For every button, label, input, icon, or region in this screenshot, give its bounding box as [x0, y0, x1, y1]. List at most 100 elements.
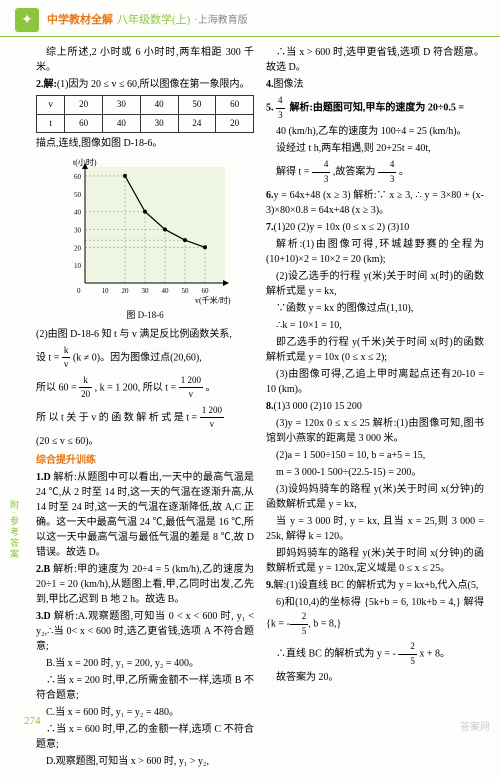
item-label: 5.	[266, 102, 274, 113]
text-line: (20 ≤ v ≤ 60)。	[36, 434, 254, 449]
text-line: 设 t = kv (k ≠ 0)。因为图像过点(20,60),	[36, 344, 254, 372]
item-label: 1.D	[36, 472, 51, 483]
text-line: ∴当 x = 600 时,甲,乙的金额一样,选项 C 不符合题意;	[36, 722, 254, 752]
svg-text:20: 20	[74, 244, 82, 252]
svg-text:60: 60	[202, 287, 210, 295]
text-line: 所 以 t 关 于 v 的 函 数 解 析 式 是 t = 1 200v	[36, 404, 254, 432]
text-line: 解析:(1)由图像可得,环城越野赛的全程为(10+10)×2 = 10×2 = …	[266, 237, 484, 267]
numerator: 4	[312, 158, 331, 173]
chart-svg: 102030405060102030405060t(小时)v(千米/时)0	[55, 155, 235, 305]
item-label: 7.	[266, 222, 274, 233]
text: 。	[399, 166, 409, 177]
right-column: ∴当 x > 600 时,选甲更省钱,选项 D 符合题意。故选 D。 4.图像法…	[260, 43, 490, 771]
table-cell: t	[37, 114, 65, 133]
chart-caption: 图 D-18-6	[36, 309, 254, 323]
chart-figure: 102030405060102030405060t(小时)v(千米/时)0	[55, 155, 235, 305]
numerator: 4	[276, 94, 285, 109]
sol: k = -	[271, 618, 290, 629]
text-line: 8.(1)3 000 (2)10 15 200	[266, 399, 484, 414]
text-line: 9.解:(1)设直线 BC 的解析式为 y = kx+b,代入点(5,	[266, 578, 484, 593]
denominator: 3	[312, 173, 331, 187]
text-line: m = 3 000-1 500÷(22.5-15) = 200。	[266, 465, 484, 480]
left-column: 综上所述,2 小时或 6 小时时,两车相距 300 千米。 2.解:(1)因为 …	[30, 43, 260, 771]
numerator: k	[79, 374, 92, 389]
item-label: 3.D	[36, 611, 51, 622]
text-line: 40 (km/h),乙车的速度为 100÷4 = 25 (km/h)。	[266, 124, 484, 139]
fraction: kv	[62, 344, 71, 372]
text-line: 1.D 解析:从题图中可以看出,一天中的最高气温是 24 ℃,从 2 时至 14…	[36, 470, 254, 560]
text-line: 2.B 解析:甲的速度为 20÷4 = 5 (km/h),乙的速度为 20÷1 …	[36, 562, 254, 607]
text-line: (2)设乙选手的行程 y(米)关于时间 x(时)的函数解析式是 y = kx,	[266, 269, 484, 299]
fraction: 25	[398, 640, 417, 668]
denominator: v	[200, 418, 224, 432]
text-line: (3)设妈妈骑车的路程 y(米)关于时间 x(分钟)的函数解析式是 y = kx…	[266, 482, 484, 512]
numerator: k	[62, 344, 71, 359]
content-area: 综上所述,2 小时或 6 小时时,两车相距 300 千米。 2.解:(1)因为 …	[0, 37, 500, 777]
text: 所 以 t 关 于 v 的 函 数 解 析 式 是 t =	[36, 412, 200, 423]
text: x + 8。	[419, 648, 450, 659]
svg-text:60: 60	[74, 173, 82, 181]
text: 解得 t =	[276, 166, 312, 177]
text-line: 3.D 解析:A.观察题图,可知当 0 < x < 600 时, y₁ < y₂…	[36, 609, 254, 654]
table-row: v 20 30 40 50 60	[37, 96, 254, 115]
text-line: C.当 x = 600 时, y₁ = y₂ = 480。	[36, 705, 254, 720]
header-title: 中学教材全解	[47, 12, 113, 29]
fraction: 43	[312, 158, 331, 186]
text-line: 解得 t = 43 ,故答案为 43 。	[266, 158, 484, 186]
table-cell: 20	[216, 114, 254, 133]
item-label: 2.解:	[36, 79, 57, 90]
text-line: (3)y = 120x 0 ≤ x ≤ 25 解析:(1)由图像可知,图书馆到小…	[266, 416, 484, 446]
text: 解析:从题图中可以看出,一天中的最高气温是 24 ℃,从 2 时至 14 时,这…	[36, 472, 254, 558]
fraction: 1 200v	[200, 404, 224, 432]
section-title: 综合提升训练	[36, 453, 254, 468]
logo-icon: ✦	[15, 8, 39, 32]
sol: ,	[308, 618, 311, 629]
table-cell: 20	[65, 96, 103, 115]
text-line: 综上所述,2 小时或 6 小时时,两车相距 300 千米。	[36, 45, 254, 75]
fraction: 43	[276, 94, 285, 122]
text-line: 设经过 t h,两车相遇,则 20+25t = 40t,	[266, 141, 484, 156]
item-label: 6.	[266, 190, 274, 201]
item-label: 4.	[266, 79, 274, 90]
text: 设 t =	[36, 352, 62, 363]
sol: b = 8,	[313, 618, 336, 629]
svg-text:30: 30	[142, 287, 150, 295]
svg-text:40: 40	[74, 209, 82, 217]
denominator: v	[62, 358, 71, 372]
text-line: ∴当 x > 600 时,选甲更省钱,选项 D 符合题意。故选 D。	[266, 45, 484, 75]
text-line: 即妈妈骑车的路程 y(米)关于时间 x(分钟)的函数解析式是 y = 120x,…	[266, 546, 484, 576]
table-cell: 50	[178, 96, 216, 115]
table-cell: 40	[140, 96, 178, 115]
denominator: v	[179, 388, 203, 402]
fraction: k20	[79, 374, 92, 402]
item-label: 8.	[266, 401, 274, 412]
svg-text:t(小时): t(小时)	[73, 157, 97, 167]
text: 解析:甲的速度为 20÷4 = 5 (km/h),乙的速度为 20÷1 = 20…	[36, 564, 254, 605]
text-line: ∵函数 y = kx 的图像过点(1,10),	[266, 301, 484, 316]
fraction: 43	[378, 158, 397, 186]
fraction: 1 200v	[179, 374, 203, 402]
numerator: 1 200	[179, 374, 203, 389]
text-line: 当 y = 3 000 时, y = kx, 且当 x = 25,则 3 000…	[266, 514, 484, 544]
svg-text:50: 50	[74, 191, 82, 199]
eq: 10k+b = 4,	[411, 597, 456, 608]
text-line: 6.y = 64x+48 (x ≥ 3) 解析:∵ x ≥ 3, ∴ y = 3…	[266, 188, 484, 218]
text: 6)和(10,4)的坐标得	[276, 597, 361, 608]
fraction: 25	[290, 610, 309, 638]
text-line: 2.解:(1)因为 20 ≤ v ≤ 60,所以图像在第一象限内。	[36, 77, 254, 92]
text-line: ∴直线 BC 的解析式为 y = - 25 x + 8。	[266, 640, 484, 668]
numerator: 4	[378, 158, 397, 173]
text: 。	[205, 382, 215, 393]
text-line: 所以 60 = k20 , k = 1 200, 所以 t = 1 200v 。	[36, 374, 254, 402]
text: ∴直线 BC 的解析式为 y = -	[276, 648, 396, 659]
table-cell: 30	[140, 114, 178, 133]
text-line: D.观察题图,可知当 x > 600 时, y₁ > y₂,	[36, 754, 254, 769]
svg-text:30: 30	[74, 226, 82, 234]
svg-text:50: 50	[182, 287, 190, 295]
text-line: 5. 43 解析:由题图可知,甲车的速度为 20÷0.5 =	[266, 94, 484, 122]
svg-text:10: 10	[102, 287, 110, 295]
side-tab: 附·参考答案	[4, 500, 20, 560]
text: (1)3 000 (2)10 15 200	[274, 401, 362, 412]
item-label: 2.B	[36, 564, 50, 575]
text: , k = 1 200, 所以 t =	[95, 382, 179, 393]
